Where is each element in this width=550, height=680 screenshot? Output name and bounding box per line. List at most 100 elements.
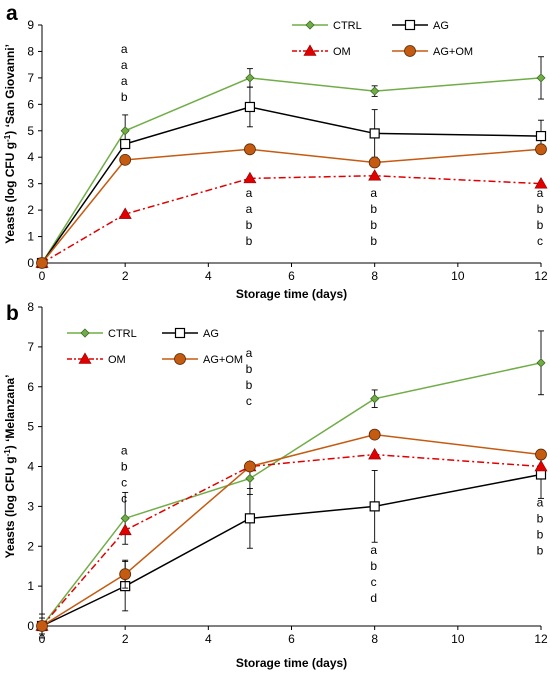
panel-a-ctrl-point — [370, 86, 380, 96]
panel-b-legend-label: CTRL — [108, 328, 137, 340]
panel-a-ag-om-point — [36, 257, 48, 269]
panel-b-series-ag-om — [36, 428, 547, 632]
panel-b-letter: b — [6, 302, 19, 325]
panel-b-ag-line — [41, 473, 542, 627]
panel-b-ctrl-point — [120, 513, 130, 523]
panel-b-series — [35, 330, 548, 639]
panel-b-ag-om-point — [535, 448, 547, 461]
panel-b-legend-item-ctrl: CTRL — [67, 328, 137, 340]
panel-b-legend-label: AG+OM — [203, 354, 243, 366]
panel-b-significance-letter: c — [121, 492, 127, 506]
panel-a-om-point — [368, 169, 382, 181]
panel-b-legend: CTRL AG OM AG+OM — [67, 327, 243, 366]
panel-a-ag-point — [120, 138, 131, 150]
panel-b-significance-letter: d — [370, 591, 377, 605]
panel-b-legend-label: AG — [203, 328, 219, 340]
panel-a-x-tick-label: 10 — [451, 269, 465, 283]
panel-a-significance-letter: a — [246, 186, 253, 200]
panel-b-x-tick-label: 4 — [205, 632, 212, 646]
panel-b-ctrl-point — [370, 394, 380, 404]
panel-a-om-point — [118, 207, 132, 219]
panel-a-legend-item-ag-om: AG+OM — [392, 45, 473, 58]
panel-a-ag-om-point — [119, 153, 132, 166]
panel-a-y-tick-label: 0 — [27, 256, 34, 270]
panel-b-om-point — [368, 447, 382, 460]
panel-a-series-ctrl — [37, 56, 546, 268]
panel-b-y-tick-label: 7 — [27, 340, 34, 354]
panel-b-significance-letter: c — [121, 476, 127, 490]
panel-a-legend-marker — [303, 44, 317, 56]
panel-b-y-tick-label: 0 — [27, 619, 34, 633]
panel-a-legend-label: OM — [333, 46, 351, 58]
panel-b-legend-marker — [78, 352, 92, 364]
panel-b-significance-letter: a — [537, 495, 544, 509]
panel-b-significance-letter: b — [537, 543, 544, 557]
panel-a-legend-label: AG+OM — [433, 46, 473, 58]
panel-a-ag-om-point — [244, 143, 256, 156]
panel-b-x-tick-label: 8 — [371, 632, 378, 646]
panel-b-significance-letter: b — [537, 511, 544, 525]
panel-b-ctrl-point — [536, 358, 546, 368]
panel-a-significance-letter: b — [246, 234, 253, 248]
panel-b-significance-letter: c — [246, 394, 252, 408]
panel-a-ag-om-line — [41, 148, 542, 264]
panel-b-legend-item-ag: AG — [162, 327, 219, 340]
panel-a-om-point — [243, 171, 257, 184]
panel-a-ag-point — [535, 130, 547, 142]
panel-b-ctrl-line — [41, 362, 542, 627]
panel-b-significance-letter: b — [246, 362, 253, 376]
panel-b-y-tick-label: 6 — [27, 380, 34, 394]
panel-a-ctrl-point — [536, 73, 546, 83]
panel-a-significance-letter: a — [246, 202, 253, 216]
panel-a-ctrl-point — [120, 126, 130, 136]
panel-a-ag-line — [41, 106, 542, 264]
panel-a-y-ticks: 0 1 2 3 4 5 6 7 8 9 — [27, 18, 42, 270]
panel-b-series-om — [35, 447, 548, 631]
panel-a-legend-item-ctrl: CTRL — [292, 20, 362, 32]
panel-b-om-point — [534, 459, 548, 472]
panel-a-legend-marker — [404, 45, 416, 57]
panel-a-significance-letter: b — [370, 234, 377, 248]
panel-a-y-tick-label: 3 — [27, 177, 34, 191]
panel-a-significance-letter: b — [537, 202, 544, 216]
panel-b-ag-om-point — [36, 620, 48, 632]
panel-a-significance-letter: b — [121, 90, 128, 104]
panel-a-letter: a — [6, 2, 18, 25]
panel-a-series — [35, 56, 548, 269]
panel-b-significance-letter: a — [370, 543, 377, 557]
panel-a-legend-item-ag: AG — [392, 19, 449, 32]
panel-b-legend-marker — [174, 327, 186, 339]
panel-a-significance-letter: a — [121, 74, 128, 88]
panel-b-y-axis-label: Yeasts (log CFU g-1) ‘Melanzana’ — [3, 375, 17, 559]
panel-a-significance-letter: b — [537, 218, 544, 232]
panel-a-x-tick-label: 6 — [288, 269, 295, 283]
panel-b-ag-point — [535, 469, 547, 480]
panel-a-ag-point — [244, 101, 256, 113]
panel-a-y-tick-label: 7 — [27, 71, 34, 85]
panel-b-y-tick-label: 5 — [27, 420, 34, 434]
panel-b-legend-item-ag-om: AG+OM — [162, 353, 243, 366]
panel-a-legend-item-om: OM — [292, 44, 351, 58]
panel-b-significance-letter: b — [246, 378, 253, 392]
panel-b-ag-om-point — [119, 568, 132, 581]
panel-b-series-ag — [36, 450, 547, 635]
panel-a-series-ag-om — [36, 143, 547, 269]
panel-a-x-tick-label: 12 — [534, 269, 548, 283]
panel-b-x-tick-label: 6 — [288, 632, 295, 646]
panel-a-significance-letter: a — [537, 186, 544, 200]
panel-a-om-line — [41, 174, 542, 264]
panel-a-x-axis-label: Storage time (days) — [236, 287, 347, 301]
panel-b-significance-letter: a — [246, 346, 253, 360]
panel-a-ctrl-point — [245, 73, 255, 83]
